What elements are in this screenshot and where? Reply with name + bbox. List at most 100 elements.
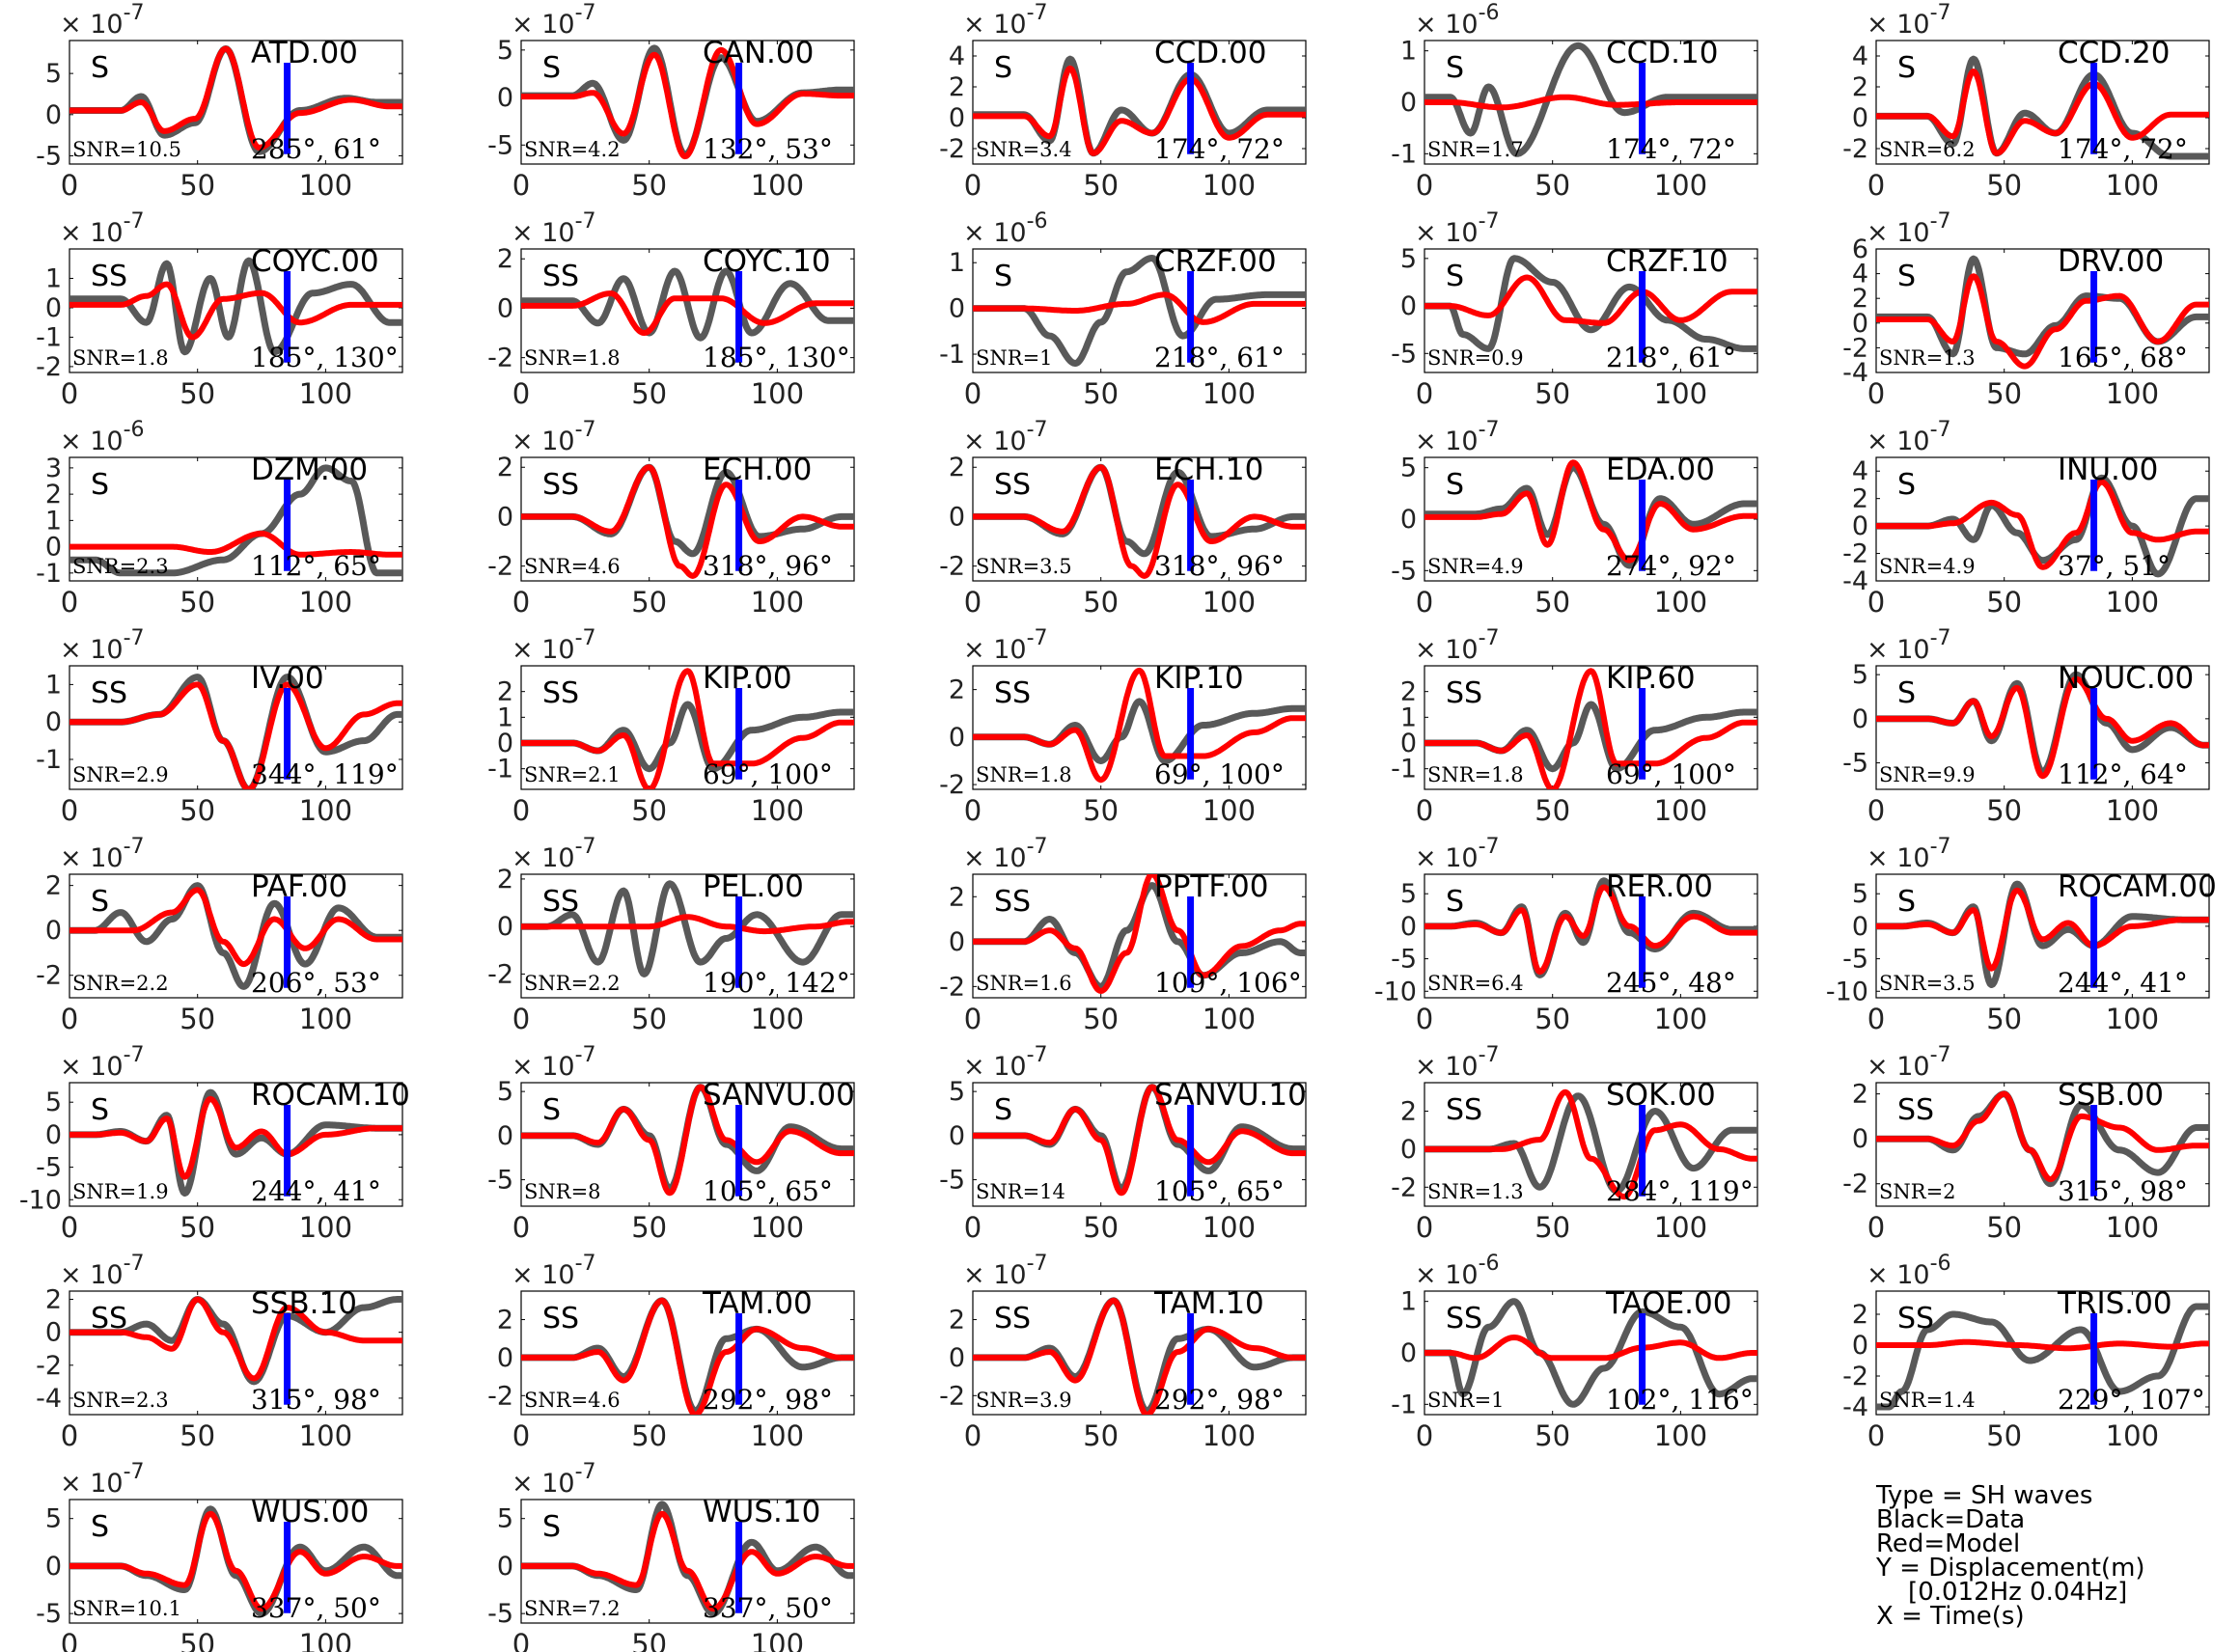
azimuth-label: 284°, 119°: [1606, 1175, 1754, 1207]
station-label: SSB.00: [2058, 1078, 2164, 1113]
station-label: PAF.00: [251, 869, 347, 904]
y-tick-label: 2: [45, 480, 62, 509]
snr-label: SNR=4.2: [524, 138, 621, 161]
snr-label: SNR=1: [976, 346, 1053, 370]
x-tick-label: 100: [1654, 377, 1707, 410]
y-tick-label: 0: [1852, 704, 1868, 734]
model-trace: [521, 290, 854, 336]
azimuth-label: 244°, 41°: [251, 1175, 381, 1207]
model-trace: [521, 46, 854, 160]
station-label: CCD.20: [2058, 36, 2170, 70]
y-tick-label: 0: [45, 533, 62, 563]
x-tick-label: 100: [299, 1211, 352, 1244]
y-tick-label: 2: [497, 865, 513, 895]
snr-label: SNR=3.5: [1879, 972, 1976, 995]
y-tick-label: 0: [497, 912, 513, 942]
station-label: SOK.00: [1606, 1078, 1716, 1113]
x-tick-label: 0: [61, 1211, 78, 1244]
x-tick-label: 0: [512, 1628, 530, 1652]
x-tick-label: 0: [1416, 794, 1433, 827]
model-trace: [521, 1084, 854, 1197]
azimuth-label: 174°, 72°: [2058, 133, 2188, 165]
phase-label: SS: [91, 676, 127, 710]
phase-label: S: [91, 1510, 109, 1544]
model-trace: [1424, 94, 1757, 111]
model-trace: [1424, 1088, 1757, 1200]
y-exponent-label: × 10-7: [60, 1, 145, 40]
y-tick-label: 0: [1400, 1135, 1417, 1165]
x-tick-label: 50: [1083, 1211, 1119, 1244]
axes-frame: [69, 665, 403, 790]
x-tick-label: 50: [631, 1211, 667, 1244]
y-tick-label: 0: [1400, 912, 1417, 942]
model-trace: [1876, 479, 2209, 570]
x-tick-label: 0: [1867, 1419, 1885, 1452]
y-tick-label: -1: [939, 340, 965, 370]
phase-label: S: [1897, 260, 1916, 293]
y-tick-label: 0: [45, 916, 62, 946]
phase-label: SS: [994, 1302, 1031, 1335]
y-exponent-label: × 10-7: [512, 835, 596, 873]
station-label: ROCAM.10: [251, 1078, 410, 1113]
phase-label: SS: [1446, 1302, 1482, 1335]
phase-label: S: [542, 1093, 561, 1127]
y-tick-label: -2: [939, 972, 965, 1002]
x-tick-label: 100: [751, 1628, 804, 1652]
y-tick-label: -10: [1826, 977, 1868, 1006]
y-tick-label: 2: [949, 453, 965, 482]
x-tick-label: 100: [2106, 794, 2159, 827]
x-tick-label: 50: [631, 1419, 667, 1452]
y-tick-label: 0: [45, 100, 62, 130]
model-trace: [973, 291, 1306, 325]
y-exponent-label: × 10-7: [963, 1, 1048, 40]
station-label: NOUC.00: [2058, 661, 2194, 696]
legend-line: [0.012Hz 0.04Hz]: [1876, 1578, 2127, 1607]
y-tick-label: -2: [1391, 1172, 1417, 1202]
y-tick-label: 5: [1400, 244, 1417, 274]
axes-frame: [1875, 1290, 2210, 1416]
y-tick-label: 5: [949, 1077, 965, 1107]
model-trace: [1424, 884, 1757, 976]
x-tick-label: 0: [1416, 169, 1433, 202]
station-label: TAOE.00: [1605, 1286, 1731, 1321]
panel-paf-00: 0 50 100 -2 0 2× 10-7 S PAF.00 SNR=2.2 206°, 53°: [36, 835, 403, 1035]
y-tick-label: -2: [1842, 134, 1868, 164]
y-tick-label: -10: [1374, 977, 1417, 1006]
x-tick-label: 0: [1867, 169, 1885, 202]
model-trace: [69, 281, 402, 341]
snr-label: SNR=1.8: [976, 763, 1072, 786]
station-label: KIP.10: [1154, 661, 1244, 696]
x-tick-label: 100: [751, 377, 804, 410]
azimuth-label: 105°, 65°: [703, 1175, 833, 1207]
phase-label: S: [91, 51, 109, 85]
x-tick-label: 50: [1083, 1419, 1119, 1452]
y-tick-label: 2: [497, 244, 513, 274]
x-tick-label: 50: [1535, 1211, 1570, 1244]
y-tick-label: -4: [1842, 358, 1868, 388]
y-exponent-label: × 10-7: [963, 1252, 1048, 1290]
y-exponent-label: × 10-7: [512, 626, 596, 665]
x-tick-label: 0: [1867, 1003, 1885, 1035]
x-tick-label: 100: [2106, 1211, 2159, 1244]
snr-label: SNR=2.9: [72, 763, 169, 786]
model-trace: [1876, 1090, 2209, 1183]
y-tick-label: 2: [1852, 72, 1868, 102]
y-tick-label: -2: [1842, 539, 1868, 569]
snr-label: SNR=1: [1427, 1389, 1505, 1412]
station-label: SANVU.10: [1154, 1078, 1307, 1113]
station-label: DZM.00: [251, 453, 368, 487]
azimuth-label: 37°, 51°: [2058, 550, 2171, 582]
data-trace: [521, 880, 854, 977]
station-label: PEL.00: [703, 869, 804, 904]
y-tick-label: 0: [1852, 103, 1868, 133]
model-trace: [69, 887, 402, 968]
azimuth-label: 229°, 107°: [2058, 1384, 2205, 1416]
azimuth-label: 102°, 116°: [1606, 1384, 1754, 1416]
y-tick-label: -2: [1842, 333, 1868, 363]
panel-coyc-10: 0 50 100 -2 0 2× 10-7 SS COYC.10 SNR=1.8 185°, 13…: [487, 209, 855, 410]
model-trace: [1424, 274, 1757, 326]
